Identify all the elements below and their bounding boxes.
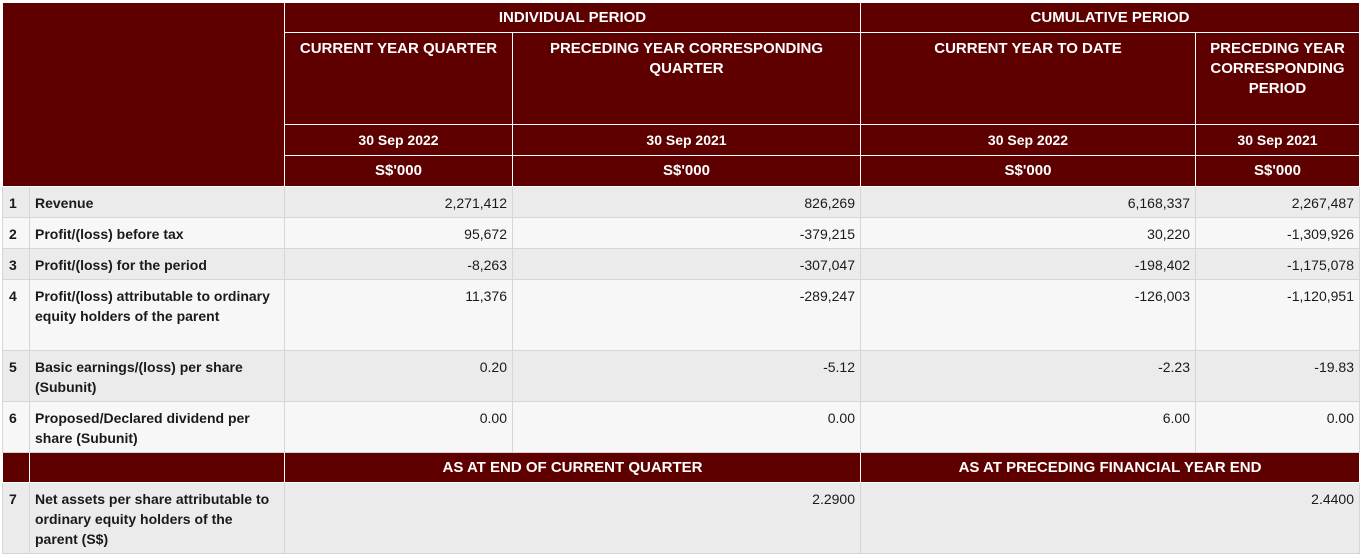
row-number: 3 [2, 248, 30, 280]
value-cell: 0.00 [284, 401, 513, 453]
col-date-preceding-quarter: 30 Sep 2021 [512, 124, 861, 156]
as-at-current-quarter-header: AS AT END OF CURRENT QUARTER [284, 452, 861, 483]
cumulative-period-header: CUMULATIVE PERIOD [860, 2, 1360, 33]
value-cell: 30,220 [860, 217, 1196, 249]
as-at-preceding-year-header: AS AT PRECEDING FINANCIAL YEAR END [860, 452, 1360, 483]
table-row: 1 Revenue 2,271,412 826,269 6,168,337 2,… [2, 186, 1360, 218]
value-cell: 0.00 [512, 401, 861, 453]
value-cell: 826,269 [512, 186, 861, 218]
col-unit-current-ytd: S$'000 [860, 155, 1196, 187]
row-label: Net assets per share attributable to ord… [29, 482, 285, 554]
value-cell: -307,047 [512, 248, 861, 280]
col-title-preceding-period: PRECEDING YEAR CORRESPONDING PERIOD [1195, 32, 1360, 125]
value-cell: -379,215 [512, 217, 861, 249]
value-cell: -19.83 [1195, 350, 1360, 402]
row-label: Profit/(loss) before tax [29, 217, 285, 249]
value-cell: -289,247 [512, 279, 861, 351]
row-number: 2 [2, 217, 30, 249]
table-row: 5 Basic earnings/(loss) per share (Subun… [2, 350, 1360, 402]
header-row-units: S$'000 S$'000 S$'000 S$'000 [3, 155, 1360, 187]
table-row: 4 Profit/(loss) attributable to ordinary… [2, 279, 1360, 351]
individual-period-header: INDIVIDUAL PERIOD [284, 2, 861, 33]
net-assets-header-blank-label [29, 452, 285, 483]
net-assets-header-blank-index [2, 452, 30, 483]
value-cell: -198,402 [860, 248, 1196, 280]
value-cell: 2,271,412 [284, 186, 513, 218]
row-number: 4 [2, 279, 30, 351]
col-date-current-ytd: 30 Sep 2022 [860, 124, 1196, 156]
header-corner [2, 2, 285, 187]
row-number: 5 [2, 350, 30, 402]
row-label: Proposed/Declared dividend per share (Su… [29, 401, 285, 453]
col-date-preceding-period: 30 Sep 2021 [1195, 124, 1360, 156]
col-title-preceding-quarter: PRECEDING YEAR CORRESPONDING QUARTER [512, 32, 861, 125]
col-unit-preceding-quarter: S$'000 [512, 155, 861, 187]
header-row-titles: CURRENT YEAR QUARTER PRECEDING YEAR CORR… [3, 32, 1360, 125]
header-row-dates: 30 Sep 2022 30 Sep 2021 30 Sep 2022 30 S… [3, 124, 1360, 156]
value-cell: -1,120,951 [1195, 279, 1360, 351]
row-label: Profit/(loss) attributable to ordinary e… [29, 279, 285, 351]
value-cell: 0.20 [284, 350, 513, 402]
row-number: 7 [2, 482, 30, 554]
net-assets-header-row: AS AT END OF CURRENT QUARTER AS AT PRECE… [2, 452, 1360, 483]
value-cell: -8,263 [284, 248, 513, 280]
row-label: Basic earnings/(loss) per share (Subunit… [29, 350, 285, 402]
value-cell: -1,175,078 [1195, 248, 1360, 280]
table-row: 2 Profit/(loss) before tax 95,672 -379,2… [2, 217, 1360, 249]
value-cell: -1,309,926 [1195, 217, 1360, 249]
row-number: 1 [2, 186, 30, 218]
value-cell: 95,672 [284, 217, 513, 249]
row-label: Revenue [29, 186, 285, 218]
value-cell: -2.23 [860, 350, 1196, 402]
col-title-current-ytd: CURRENT YEAR TO DATE [860, 32, 1196, 125]
value-cell: 2,267,487 [1195, 186, 1360, 218]
value-cell: 2.2900 [284, 482, 861, 554]
value-cell: -5.12 [512, 350, 861, 402]
table-row: 7 Net assets per share attributable to o… [2, 482, 1360, 554]
table-row: 3 Profit/(loss) for the period -8,263 -3… [2, 248, 1360, 280]
col-title-current-quarter: CURRENT YEAR QUARTER [284, 32, 513, 125]
value-cell: 11,376 [284, 279, 513, 351]
table-row: 6 Proposed/Declared dividend per share (… [2, 401, 1360, 453]
col-date-current-quarter: 30 Sep 2022 [284, 124, 513, 156]
row-number: 6 [2, 401, 30, 453]
col-unit-current-quarter: S$'000 [284, 155, 513, 187]
value-cell: 2.4400 [860, 482, 1360, 554]
value-cell: 0.00 [1195, 401, 1360, 453]
col-unit-preceding-period: S$'000 [1195, 155, 1360, 187]
header-row-period: INDIVIDUAL PERIOD CUMULATIVE PERIOD [2, 2, 1360, 187]
value-cell: 6,168,337 [860, 186, 1196, 218]
value-cell: -126,003 [860, 279, 1196, 351]
value-cell: 6.00 [860, 401, 1196, 453]
row-label: Profit/(loss) for the period [29, 248, 285, 280]
